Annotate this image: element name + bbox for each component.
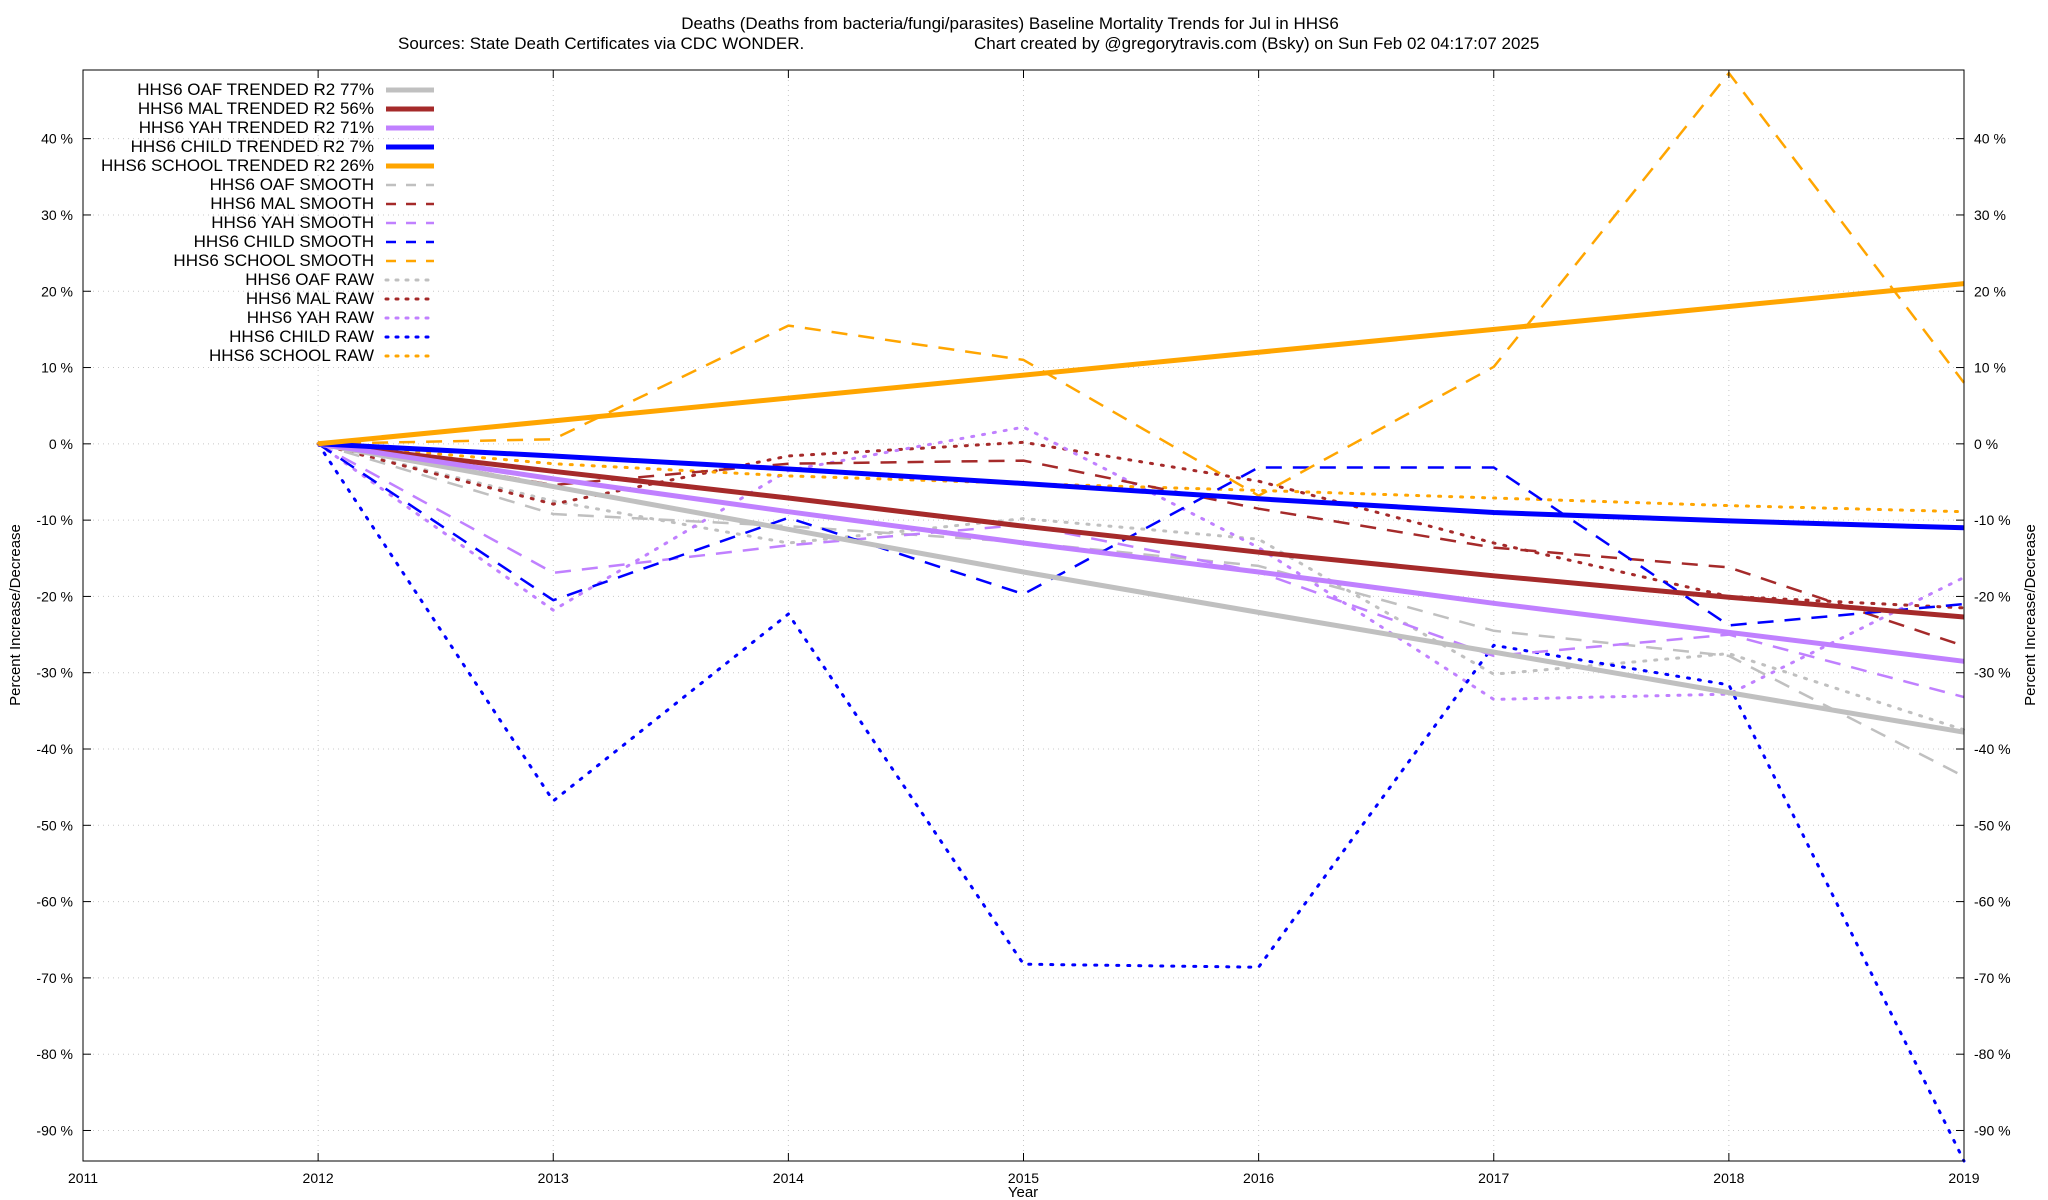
y-tick-label-right: -50 % <box>1974 817 2011 833</box>
legend-entry: HHS6 MAL TRENDED R2 56% <box>138 99 434 118</box>
y-tick-label-right: -30 % <box>1974 665 2011 681</box>
x-tick-label: 2018 <box>1713 1170 1744 1186</box>
legend-label: HHS6 OAF SMOOTH <box>210 175 374 194</box>
y-tick-label-left: 0 % <box>49 436 73 452</box>
y-tick-label-left: -70 % <box>36 970 73 986</box>
series-line-hhs6-child-smooth <box>317 442 1965 627</box>
y-tick-label-right: -60 % <box>1974 894 2011 910</box>
y-tick-label-right: -90 % <box>1974 1122 2011 1138</box>
y-tick-label-left: -60 % <box>36 894 73 910</box>
legend-label: HHS6 OAF RAW <box>245 270 374 289</box>
y-tick-label-left: -30 % <box>36 665 73 681</box>
x-tick-label: 2017 <box>1478 1170 1509 1186</box>
series-line-hhs6-yah-smooth <box>317 442 1965 699</box>
series-line-hhs6-mal-trended-r2 <box>317 441 1965 620</box>
chart-title-credit: Chart created by @gregorytravis.com (Bsk… <box>974 34 1539 53</box>
chart-title-sources: Sources: State Death Certificates via CD… <box>398 34 804 53</box>
y-tick-label-left: -80 % <box>36 1046 73 1062</box>
legend-label: HHS6 YAH RAW <box>247 308 374 327</box>
series-line-hhs6-oaf-raw <box>316 442 1966 732</box>
x-tick-label: 2014 <box>773 1170 804 1186</box>
legend-entry: HHS6 CHILD TRENDED R2 7% <box>131 137 434 156</box>
legend-entry: HHS6 MAL SMOOTH <box>210 194 434 213</box>
x-tick-label: 2013 <box>538 1170 569 1186</box>
y-tick-label-left: 30 % <box>41 207 73 223</box>
y-tick-label-right: 10 % <box>1974 360 2006 376</box>
y-tick-label-right: -80 % <box>1974 1046 2011 1062</box>
y-tick-label-right: -20 % <box>1974 588 2011 604</box>
legend-entry: HHS6 MAL RAW <box>246 289 436 308</box>
series-line-hhs6-yah-trended-r2 <box>317 441 1965 664</box>
series-line-hhs6-oaf-smooth <box>317 442 1965 778</box>
y-tick-label-left: -50 % <box>36 817 73 833</box>
series-line-hhs6-child-raw <box>316 442 1966 1163</box>
legend-label: HHS6 MAL RAW <box>246 289 374 308</box>
legend-label: HHS6 SCHOOL SMOOTH <box>173 251 374 270</box>
axis-ticks: 2011 2012 2013 2014 2015 2016 2017 2018 2019 40 %… <box>36 70 2011 1186</box>
legend-entry: HHS6 YAH SMOOTH <box>211 213 434 232</box>
series-line-hhs6-oaf-trended-r2 <box>317 441 1965 735</box>
legend-entry: HHS6 SCHOOL TRENDED R2 26% <box>101 156 434 175</box>
series-line-hhs6-school-raw <box>316 442 1966 514</box>
x-tick-label: 2011 <box>68 1170 98 1186</box>
legend-label: HHS6 CHILD RAW <box>229 327 374 346</box>
legend-label: HHS6 SCHOOL RAW <box>209 346 374 365</box>
legend-label: HHS6 YAH SMOOTH <box>211 213 374 232</box>
legend: HHS6 OAF TRENDED R2 77%HHS6 MAL TRENDED … <box>101 80 436 365</box>
series-line-hhs6-child-trended-r2 <box>317 441 1965 531</box>
y-tick-label-left: 20 % <box>41 283 73 299</box>
y-tick-label-left: 40 % <box>41 131 73 147</box>
series-line-hhs6-mal-raw <box>316 440 1966 610</box>
series-line-hhs6-school-smooth <box>318 71 1965 497</box>
legend-entry: HHS6 YAH TRENDED R2 71% <box>139 118 434 137</box>
legend-entry: HHS6 CHILD RAW <box>229 327 436 346</box>
legend-label: HHS6 OAF TRENDED R2 77% <box>137 80 374 99</box>
chart-title-line1: Deaths (Deaths from bacteria/fungi/paras… <box>681 14 1339 33</box>
y-tick-label-left: 10 % <box>41 360 73 376</box>
y-tick-label-left: -40 % <box>36 741 73 757</box>
y-tick-label-right: -10 % <box>1974 512 2011 528</box>
x-tick-label: 2016 <box>1243 1170 1274 1186</box>
y-axis-label-left: Percent Increase/Decrease <box>7 524 24 706</box>
series-layer <box>316 71 1966 1163</box>
y-tick-label-right: 30 % <box>1974 207 2006 223</box>
legend-entry: HHS6 CHILD SMOOTH <box>194 232 434 251</box>
legend-entry: HHS6 OAF RAW <box>245 270 436 289</box>
x-tick-label: 2019 <box>1948 1170 1979 1186</box>
x-axis-label: Year <box>1008 1184 1038 1200</box>
x-tick-label: 2012 <box>303 1170 334 1186</box>
y-tick-label-right: 0 % <box>1974 436 1998 452</box>
y-axis-label-right: Percent Increase/Decrease <box>2022 524 2039 706</box>
y-tick-label-right: -40 % <box>1974 741 2011 757</box>
y-tick-label-left: -90 % <box>36 1122 73 1138</box>
legend-label: HHS6 YAH TRENDED R2 71% <box>139 118 374 137</box>
y-tick-label-left: -20 % <box>36 588 73 604</box>
legend-label: HHS6 MAL TRENDED R2 56% <box>138 99 374 118</box>
legend-entry: HHS6 OAF SMOOTH <box>210 175 434 194</box>
legend-entry: HHS6 SCHOOL RAW <box>209 346 436 365</box>
legend-label: HHS6 SCHOOL TRENDED R2 26% <box>101 156 374 175</box>
legend-entry: HHS6 OAF TRENDED R2 77% <box>137 80 434 99</box>
y-tick-label-right: -70 % <box>1974 970 2011 986</box>
series-line-hhs6-yah-raw <box>316 425 1966 701</box>
y-tick-label-right: 20 % <box>1974 283 2006 299</box>
legend-label: HHS6 CHILD SMOOTH <box>194 232 374 251</box>
series-line-hhs6-school-trended-r2 <box>317 281 1965 447</box>
legend-label: HHS6 CHILD TRENDED R2 7% <box>131 137 374 156</box>
y-tick-label-right: 40 % <box>1974 131 2006 147</box>
y-tick-label-left: -10 % <box>36 512 73 528</box>
series-line-hhs6-mal-smooth <box>317 442 1965 648</box>
x-tick-label: 2015 <box>1008 1170 1039 1186</box>
legend-entry: HHS6 YAH RAW <box>247 308 436 327</box>
legend-label: HHS6 MAL SMOOTH <box>210 194 374 213</box>
grid <box>83 70 1964 1161</box>
legend-entry: HHS6 SCHOOL SMOOTH <box>173 251 434 270</box>
